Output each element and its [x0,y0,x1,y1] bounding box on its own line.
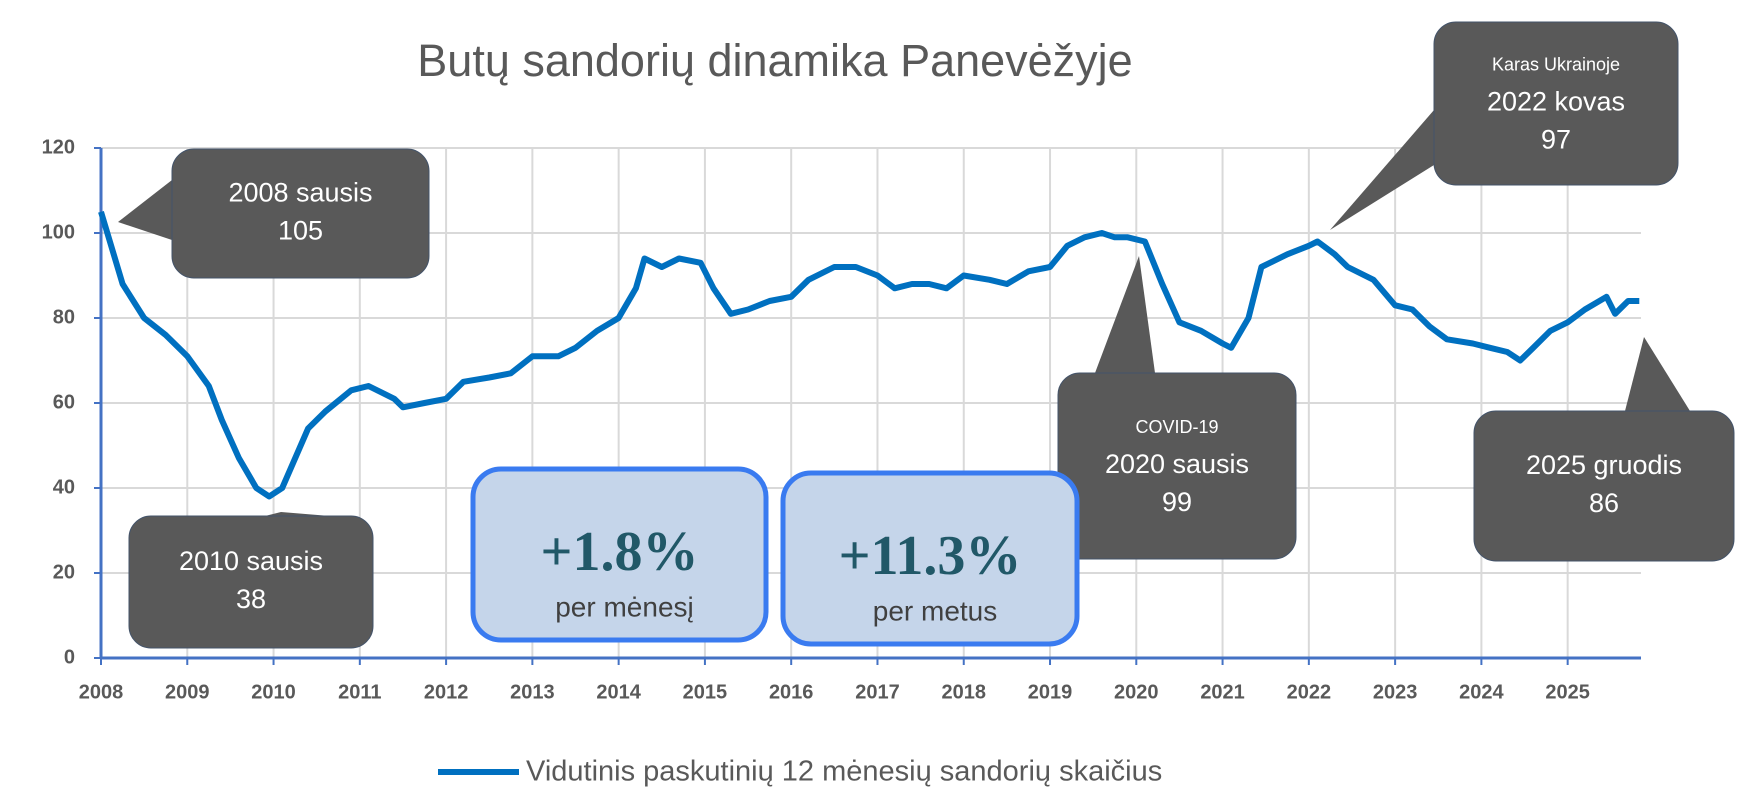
callout-text: 2022 kovas [1487,87,1625,117]
y-tick-label: 0 [64,646,75,668]
callout-box [1057,372,1297,560]
y-tick-label: 100 [42,221,75,243]
callout-value: 99 [1162,487,1192,517]
line-series [98,210,1640,500]
x-tick-label: 2013 [510,681,555,703]
callout-value: 38 [236,584,266,614]
callout-text: 2025 gruodis [1526,450,1682,480]
x-tick-label: 2022 [1287,681,1332,703]
x-tick-label: 2016 [769,681,814,703]
callout-text: 2020 sausis [1105,449,1249,479]
y-tick-label: 20 [53,561,75,583]
callout-box [128,515,374,649]
x-tick-label: 2011 [338,681,381,703]
callout-value: 105 [278,216,323,246]
x-tick-label: 2023 [1373,681,1418,703]
callout-box [171,148,430,279]
x-tick-label: 2025 [1545,681,1590,703]
callout-value: 86 [1589,488,1619,518]
callout-text: 2008 sausis [228,178,372,208]
x-tick-label: 2009 [165,681,210,703]
x-tick-label: 2015 [683,681,728,703]
note: Karas Ukrainoje [1492,54,1620,74]
stat-caption: per metus [873,595,998,626]
callout-tail [1095,256,1155,373]
note: COVID-19 [1135,417,1218,437]
chart-title: Butų sandorių dinamika Panevėžyje [417,35,1132,86]
callout-tail [265,512,330,516]
callout-value: 97 [1541,125,1571,155]
x-tick-label: 2008 [79,681,124,703]
stat-box [470,466,769,643]
stat-value: +11.3% [839,525,1022,587]
y-tick-label: 40 [53,476,75,498]
x-tick-label: 2017 [855,681,900,703]
x-tick-label: 2018 [941,681,986,703]
legend-label: Vidutinis paskutinių 12 mėnesių sandorių… [526,756,1162,788]
stat-value: +1.8% [541,521,699,583]
stat-box [780,470,1080,647]
x-tick-label: 2019 [1028,681,1073,703]
x-tick-label: 2021 [1200,681,1245,703]
stat-caption: per mėnesį [555,591,694,622]
y-tick-label: 80 [53,306,75,328]
y-tick-label: 120 [42,136,75,158]
x-tick-label: 2020 [1114,681,1159,703]
x-tick-label: 2010 [251,681,296,703]
callout-tail [1625,337,1690,411]
x-tick-label: 2024 [1459,681,1504,703]
callout-box [1473,410,1735,562]
callout-box [1433,21,1679,186]
x-tick-label: 2014 [596,681,641,703]
callout-tail [118,180,172,240]
callout-tail [1330,110,1434,230]
x-tick-label: 2012 [424,681,469,703]
y-tick-label: 60 [53,391,75,413]
callout-text: 2010 sausis [179,546,323,576]
